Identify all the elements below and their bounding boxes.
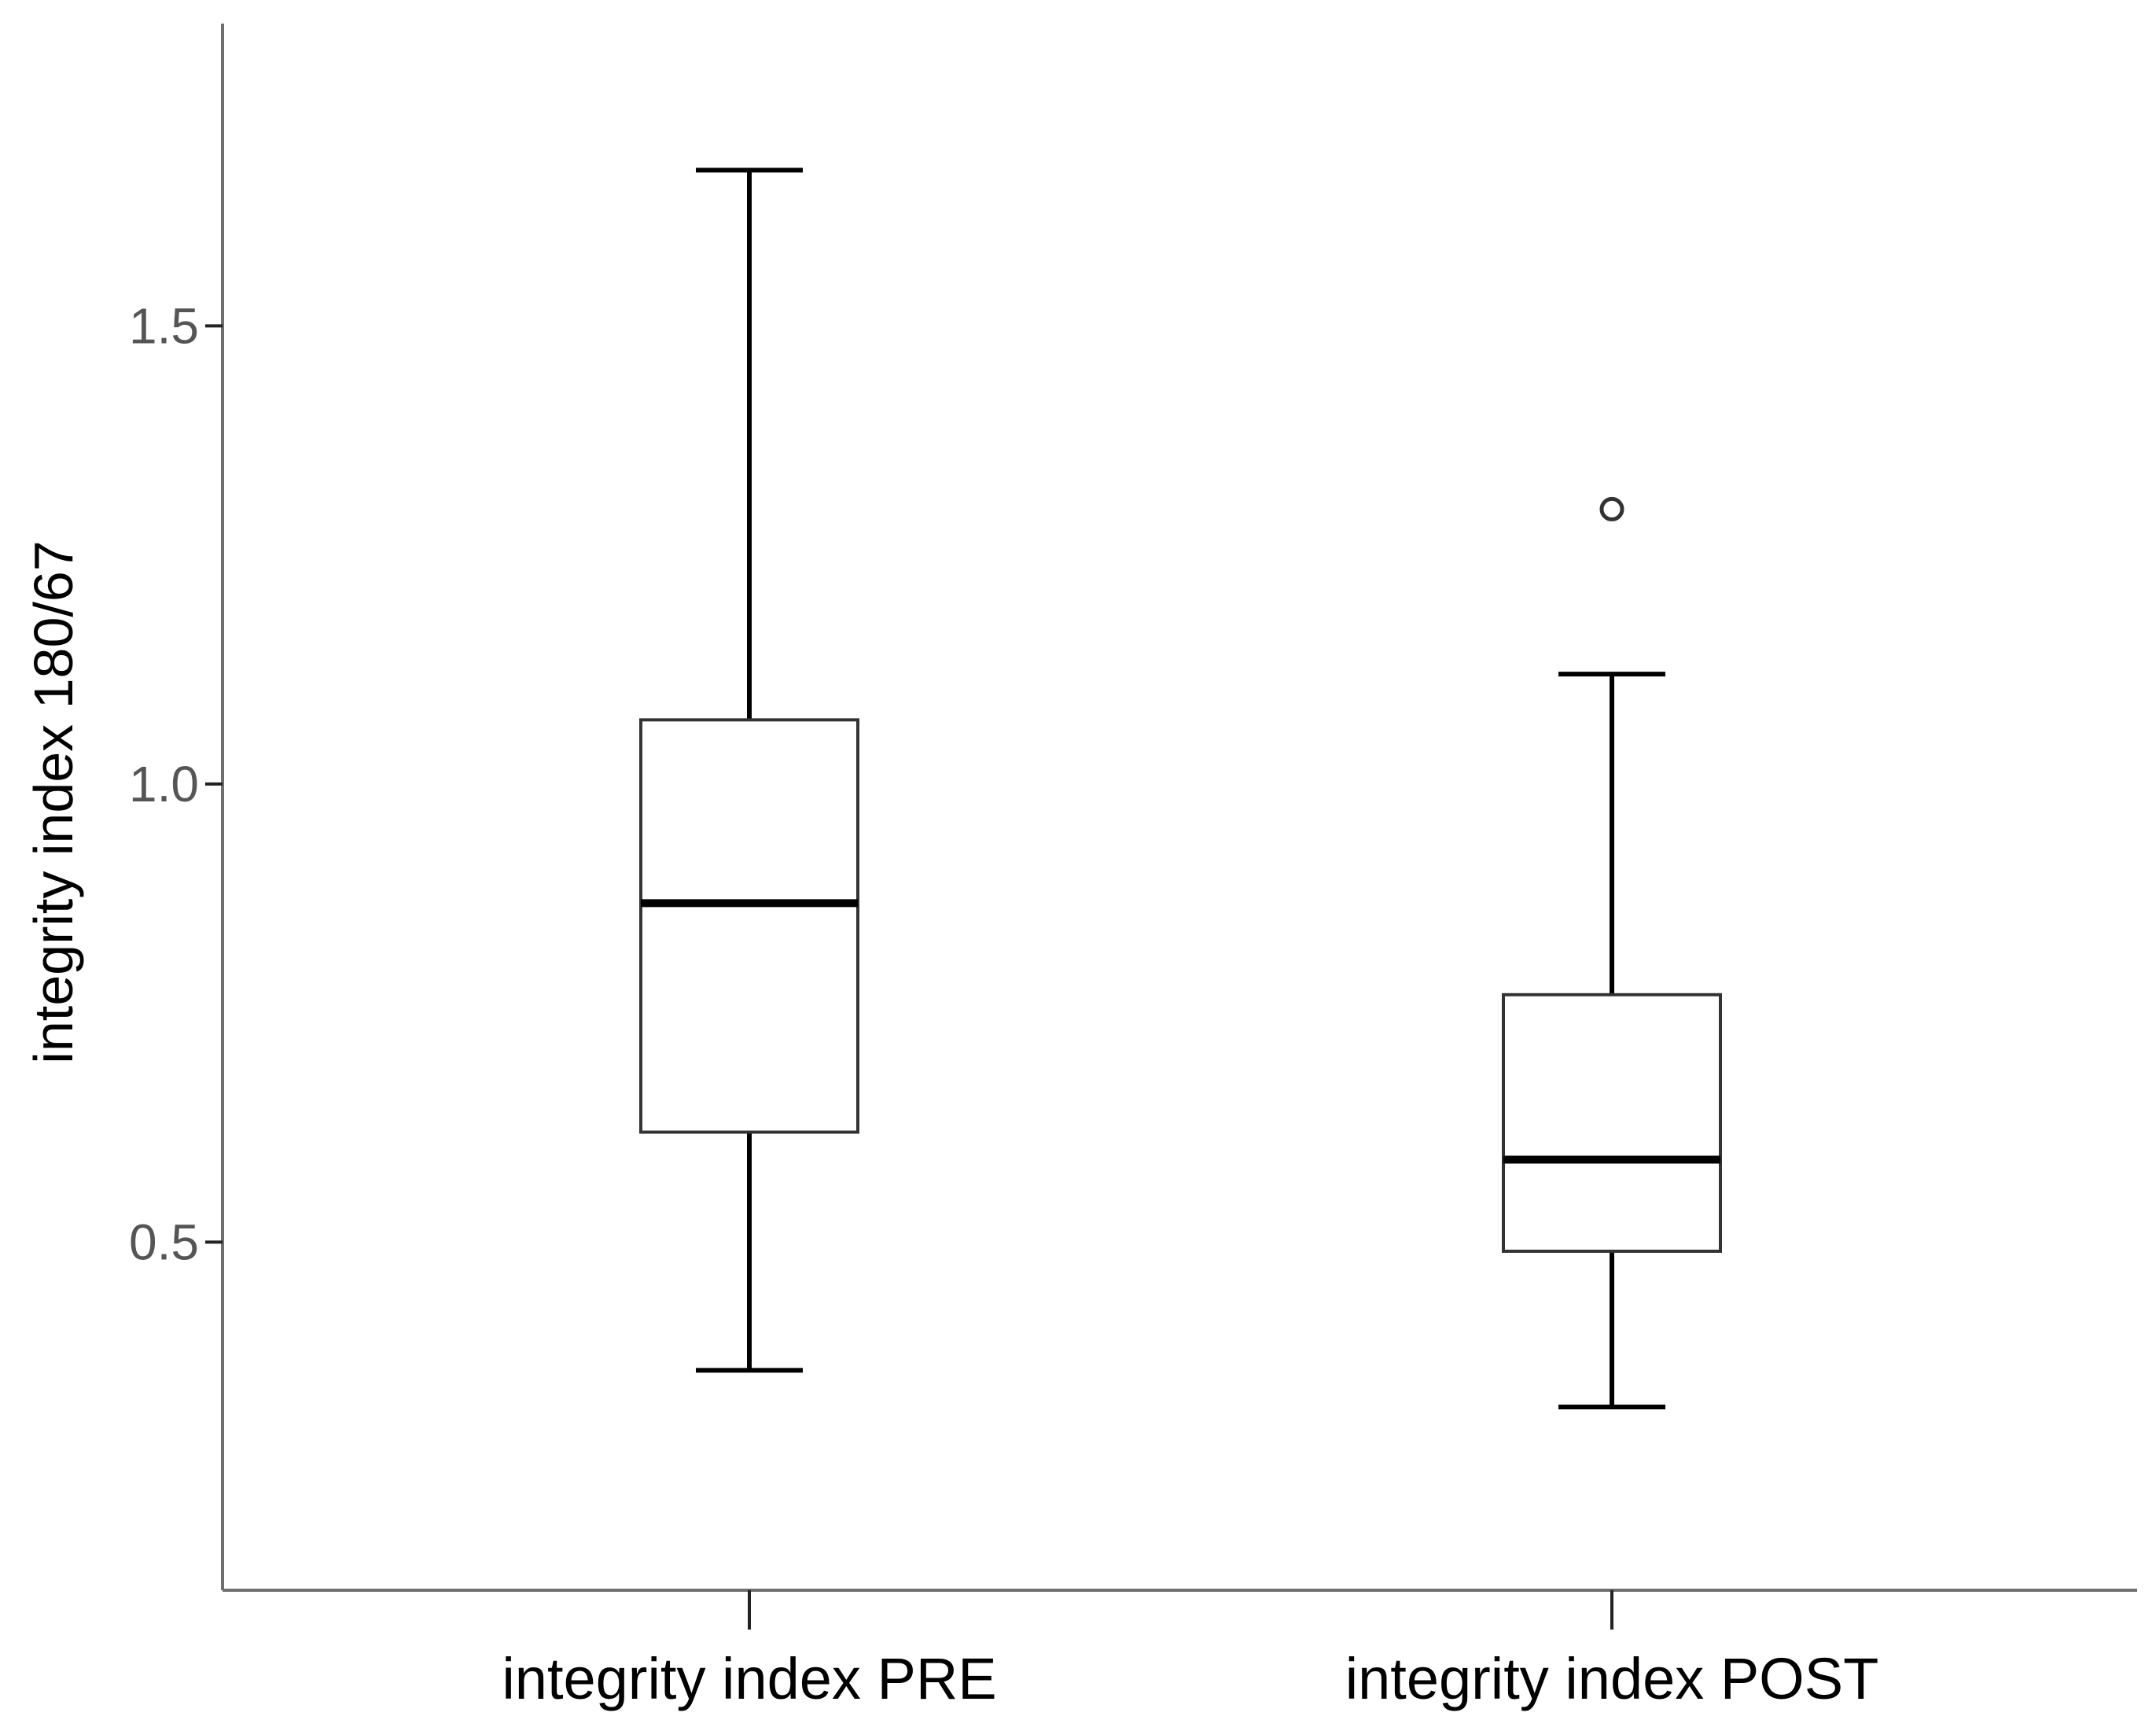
y-tick-label: 0.5 — [129, 1214, 199, 1270]
boxes — [639, 168, 1722, 1410]
x-category-label: integrity index PRE — [502, 1646, 996, 1711]
y-tick-label: 1.5 — [129, 297, 199, 354]
y-axis-title: integrity index 180/67 — [23, 540, 84, 1063]
axes — [221, 24, 2137, 1592]
y-ticks: 0.5 1.0 1.5 — [129, 297, 223, 1270]
y-tick-label: 1.0 — [129, 756, 199, 812]
box-group — [639, 168, 859, 1373]
iqr-box — [639, 718, 859, 1134]
x-ticks: integrity index PRE integrity index POST — [502, 1590, 1878, 1711]
box-group — [1502, 496, 1722, 1410]
outlier-point — [1599, 496, 1624, 521]
x-category-label: integrity index POST — [1345, 1646, 1879, 1711]
iqr-box — [1502, 993, 1722, 1253]
